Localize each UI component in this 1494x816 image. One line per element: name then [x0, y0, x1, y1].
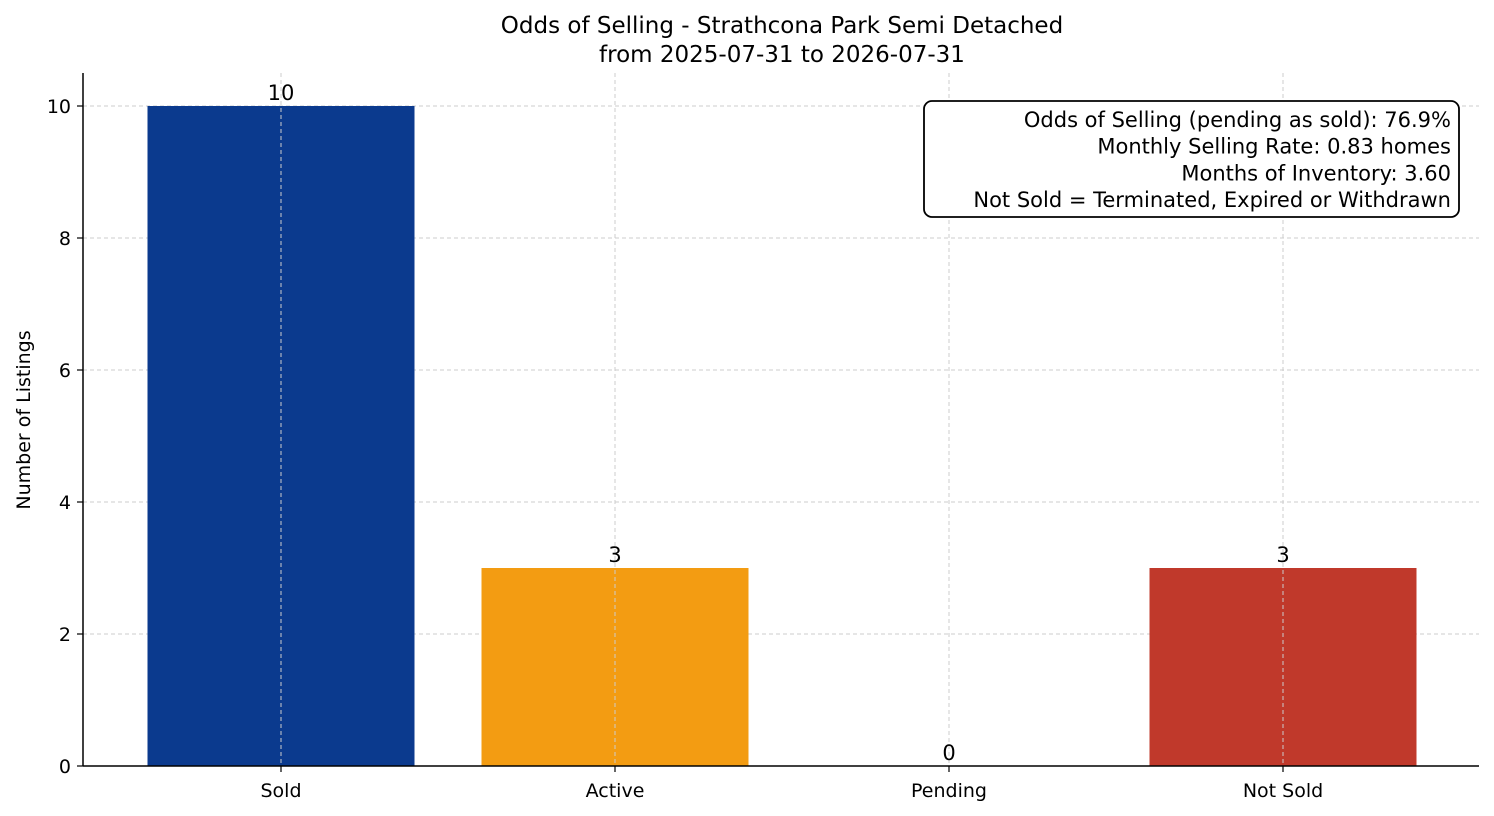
y-tick-label-3: 6: [59, 360, 71, 382]
data-label-layer: 10 3 0 3: [268, 81, 1290, 765]
y-tick-label-1: 2: [59, 624, 71, 646]
data-label-0: 10: [268, 81, 295, 105]
data-label-1: 3: [608, 543, 621, 567]
bar-not-sold: [1149, 568, 1417, 766]
data-label-2: 0: [942, 741, 955, 765]
info-box-line-2: Months of Inventory: 3.60: [1181, 161, 1451, 185]
y-tick-label-5: 10: [47, 96, 71, 118]
info-box-line-0: Odds of Selling (pending as sold): 76.9%: [1024, 108, 1451, 132]
chart-title: Odds of Selling - Strathcona Park Semi D…: [501, 13, 1063, 39]
y-tick-label-0: 0: [59, 756, 71, 778]
y-tick-label-2: 4: [59, 492, 71, 514]
y-axis-label: Number of Listings: [13, 330, 35, 509]
bar-sold: [147, 106, 415, 766]
x-tick-label-0: Sold: [260, 780, 301, 802]
chart-subtitle: from 2025-07-31 to 2026-07-31: [599, 42, 965, 68]
bar-active: [481, 568, 749, 766]
info-box-line-3: Not Sold = Terminated, Expired or Withdr…: [973, 188, 1451, 212]
data-label-3: 3: [1276, 543, 1289, 567]
y-tick-label-4: 8: [59, 228, 71, 250]
info-box-line-1: Monthly Selling Rate: 0.83 homes: [1097, 135, 1451, 159]
info-box-frame: [923, 100, 1460, 218]
x-tick-label-1: Active: [586, 780, 645, 802]
info-box: Odds of Selling (pending as sold): 76.9%…: [923, 100, 1460, 218]
x-tick-label-3: Not Sold: [1243, 780, 1323, 802]
axis-layer: 0 2 4 6 8 10 Sold Active Pending Not Sold: [47, 73, 1479, 802]
x-tick-label-2: Pending: [911, 780, 987, 802]
